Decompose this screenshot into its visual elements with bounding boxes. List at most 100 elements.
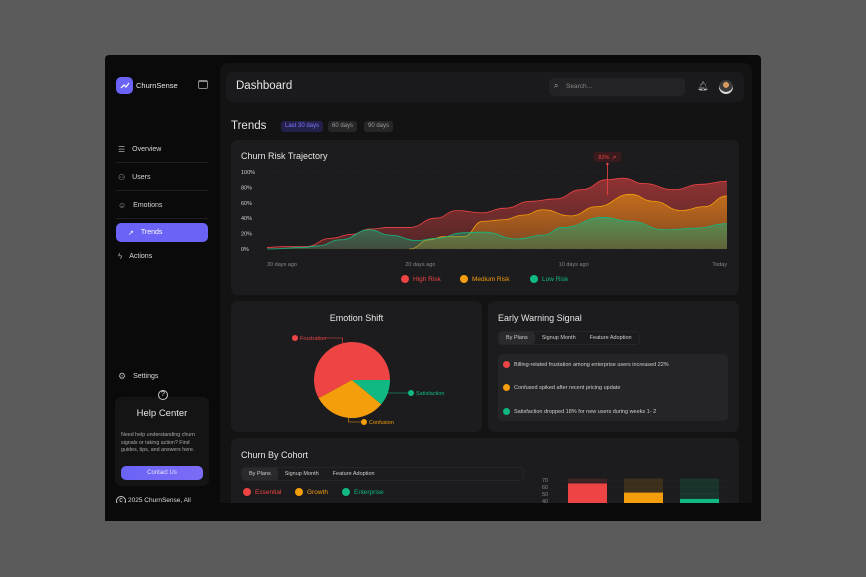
area-low-risk — [267, 217, 727, 249]
search-input[interactable]: ⌕ Search... — [549, 78, 685, 96]
sidebar-item-trends[interactable]: ↗ Trends — [116, 223, 208, 242]
legend-label: Low Risk — [542, 275, 569, 283]
annotation-label: 82% — [598, 155, 609, 161]
tab-by-plans[interactable]: By Plans — [242, 468, 278, 480]
legend-label: High Risk — [413, 275, 441, 283]
nav-label: Users — [132, 173, 151, 181]
range-90-days[interactable]: 90 days — [364, 121, 394, 132]
search-placeholder: Search... — [566, 83, 593, 90]
y-tick-label: 100% — [241, 170, 255, 176]
y-tick-label: 60 — [542, 485, 548, 491]
card-title: Early Warning Signal — [498, 313, 582, 323]
pie-label: Satisfaction — [416, 391, 444, 397]
app-name: ChurnSense — [136, 81, 178, 90]
list-item[interactable]: Confused spiked after recent pricing upd… — [503, 384, 620, 391]
y-tick-label: 0% — [241, 247, 249, 253]
gear-icon: ⚙ — [118, 370, 127, 381]
sidebar-item-users[interactable]: ⚇ Users — [116, 167, 208, 187]
contact-us-button[interactable]: Contact Us — [121, 466, 203, 480]
legend-label: Essential — [255, 488, 282, 496]
list-item[interactable]: Satisfaction dropped 18% for new users d… — [503, 408, 656, 415]
tab-feature-adoption[interactable]: Feature Adoption — [589, 335, 632, 341]
neutral-face-icon — [503, 384, 510, 391]
list-icon: ☰ — [118, 144, 126, 154]
chart-title: Churn Risk Trajectory — [241, 151, 328, 161]
avatar[interactable] — [719, 80, 733, 94]
nav-label: Settings — [133, 372, 159, 380]
signal-list — [498, 354, 728, 421]
pie-label: Frustration — [300, 336, 326, 342]
y-tick-label: 20% — [241, 232, 252, 238]
pie-slice-satisfaction — [352, 380, 390, 405]
smile-icon: ☺ — [118, 200, 127, 210]
emotion-face-icon — [361, 419, 367, 425]
x-tick-label: 20 days ago — [405, 262, 435, 268]
sidebar-item-overview[interactable]: ☰ Overview — [116, 139, 208, 159]
pie-slice-confusion — [318, 380, 382, 418]
line-high-risk — [266, 177, 728, 248]
y-tick-label: 60% — [241, 201, 252, 207]
legend-enterprise[interactable]: Enterprise — [342, 488, 384, 496]
legend-label: Medium Risk — [472, 275, 510, 283]
annotation-badge — [593, 152, 622, 162]
legend-essential[interactable]: Essential — [243, 488, 281, 496]
list-item[interactable]: Billing-related frustation among enterpr… — [503, 361, 669, 368]
legend-high-risk[interactable]: High Risk — [401, 275, 441, 283]
settings-link[interactable]: ⚙ Settings — [116, 366, 208, 386]
x-tick-label: 10 days ago — [559, 262, 589, 268]
bell-icon[interactable]: 🔔︎ — [697, 81, 709, 91]
neutral-face-icon — [295, 488, 303, 496]
backdrop — [0, 521, 866, 577]
legend-label: Enterprise — [354, 488, 384, 496]
range-60-days[interactable]: 60 days — [328, 121, 358, 132]
happy-face-icon — [530, 275, 538, 283]
legend-low-risk[interactable]: Low Risk — [530, 275, 568, 283]
help-text: Need help understanding churn signals or… — [121, 432, 195, 453]
legend-label: Growth — [307, 488, 328, 496]
annotation-dot — [606, 162, 609, 166]
tab-signup-month[interactable]: Signup Month — [284, 471, 319, 477]
help-title: Help Center — [136, 408, 188, 419]
x-tick-label: 30 days ago — [267, 262, 297, 268]
sidebar-item-actions[interactable]: ϟ Actions — [116, 246, 208, 266]
bar-growth — [624, 492, 663, 503]
divider — [116, 190, 208, 191]
signal-text: Satisfaction dropped 18% for new users d… — [514, 408, 657, 415]
chart-title: Emotion Shift — [329, 313, 384, 323]
search-icon: ⌕ — [554, 81, 559, 90]
neutral-face-icon — [460, 275, 468, 283]
range-last-30-days[interactable]: Last 30 days — [281, 121, 324, 132]
emotion-face-icon — [408, 390, 414, 396]
emotion-pie-chart: Frustration Confusion Satisfaction — [292, 335, 444, 426]
warning-tabs: By Plans Signup Month Feature Adoption — [498, 331, 640, 345]
tab-signup-month[interactable]: Signup Month — [541, 335, 576, 341]
trend-up-icon: ↗ — [611, 156, 616, 162]
sad-face-icon — [401, 275, 409, 283]
legend-growth[interactable]: Growth — [295, 488, 328, 496]
line-low-risk — [266, 217, 728, 250]
bar-enterprise — [680, 498, 719, 503]
pie-label: Confusion — [369, 420, 394, 426]
pie-slice-frustration — [314, 342, 390, 399]
tab-feature-adoption[interactable]: Feature Adoption — [332, 471, 375, 477]
legend-medium-risk[interactable]: Medium Risk — [460, 275, 510, 283]
bolt-icon: ϟ — [118, 251, 123, 261]
nav-label: Emotions — [133, 201, 163, 209]
y-tick-label: 50 — [542, 492, 548, 498]
sidebar-item-emotions[interactable]: ☺ Emotions — [116, 195, 208, 215]
divider — [116, 218, 208, 219]
tab-by-plans[interactable]: By Plans — [499, 332, 535, 344]
divider — [116, 162, 208, 163]
trends-title: Trends — [231, 120, 267, 132]
card-title: Churn By Cohort — [241, 450, 309, 460]
churn-risk-chart: 100% 80% 60% 40% 20% 0% 30 days ago 20 days ago… — [241, 152, 728, 268]
y-tick-label: 40 — [542, 499, 548, 503]
y-tick-label: 80% — [241, 185, 252, 191]
sidebar-toggle-icon[interactable] — [198, 80, 208, 89]
x-tick-label: Today — [712, 262, 727, 268]
happy-face-icon — [503, 408, 510, 415]
signal-text: Billing-related frustation among enterpr… — [514, 361, 669, 368]
users-icon: ⚇ — [118, 172, 126, 182]
help-icon: ? — [158, 390, 168, 400]
